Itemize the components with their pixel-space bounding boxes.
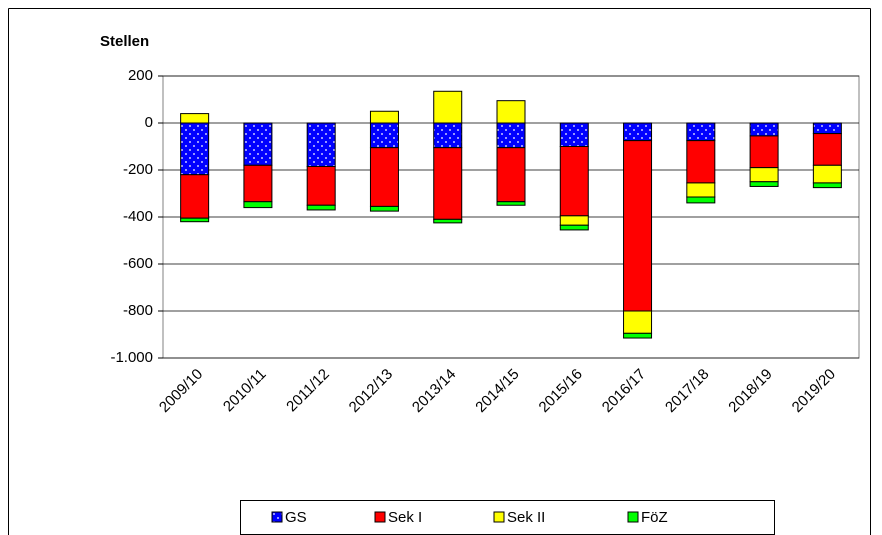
- bar-segment: [243, 201, 273, 209]
- bar-segment: [369, 110, 399, 124]
- x-tick-label: 2019/20: [789, 366, 839, 416]
- x-tick-label: 2012/13: [346, 366, 396, 416]
- x-tick-label: 2018/19: [725, 366, 775, 416]
- x-tick-label: 2014/15: [472, 366, 522, 416]
- y-tick-label: -800: [123, 302, 153, 319]
- bar-segment: [559, 215, 589, 226]
- bar-segment: [243, 164, 273, 203]
- x-tick-label: 2013/14: [409, 366, 459, 416]
- bar-segment: [749, 122, 779, 137]
- y-tick-label: -1.000: [110, 349, 153, 366]
- legend-swatch: [374, 511, 386, 523]
- x-tick-label: 2017/18: [662, 366, 712, 416]
- bar-segment: [559, 122, 589, 147]
- y-tick-label: 0: [145, 114, 153, 131]
- bar-segment: [686, 196, 716, 204]
- bar-segment: [559, 146, 589, 217]
- bar-segment: [180, 217, 210, 223]
- bar-segment: [369, 147, 399, 207]
- bar-segment: [812, 122, 842, 135]
- x-tick-label: 2016/17: [599, 366, 649, 416]
- bar-segment: [749, 135, 779, 169]
- legend-swatch: [493, 511, 505, 523]
- bar-segment: [686, 140, 716, 184]
- legend-label: Sek II: [507, 509, 545, 526]
- bar-segment: [306, 122, 336, 167]
- bar-segment: [496, 100, 526, 124]
- legend-label: FöZ: [641, 509, 668, 526]
- bar-segment: [180, 113, 210, 124]
- bar-segment: [180, 122, 210, 176]
- bar-segment: [623, 140, 653, 312]
- bar-segment: [369, 122, 399, 149]
- bar-segment: [749, 167, 779, 183]
- y-axis-title: Stellen: [100, 33, 149, 50]
- bar-segment: [812, 164, 842, 184]
- bar-segment: [369, 205, 399, 212]
- legend-label: GS: [285, 509, 307, 526]
- bar-segment: [812, 182, 842, 189]
- bar-segment: [433, 90, 463, 124]
- legend-label: Sek I: [388, 509, 422, 526]
- bar-segment: [559, 224, 589, 231]
- bar-segment: [623, 332, 653, 339]
- bar-segment: [496, 147, 526, 203]
- bar-segment: [433, 147, 463, 220]
- x-tick-label: 2009/10: [156, 366, 206, 416]
- bar-segment: [623, 310, 653, 334]
- bar-segment: [180, 174, 210, 219]
- bar-segment: [306, 204, 336, 211]
- bar-segment: [686, 122, 716, 142]
- legend-swatch: [271, 511, 283, 523]
- bar-segment: [243, 122, 273, 166]
- bar-segment: [306, 165, 336, 206]
- y-tick-label: 200: [128, 67, 153, 84]
- y-tick-label: -200: [123, 161, 153, 178]
- y-tick-label: -400: [123, 208, 153, 225]
- legend-swatch: [627, 511, 639, 523]
- bar-segment: [686, 182, 716, 198]
- x-tick-label: 2011/12: [283, 366, 333, 416]
- bar-segment: [812, 133, 842, 166]
- bar-segment: [496, 122, 526, 149]
- bar-segment: [623, 122, 653, 142]
- bar-segment: [749, 181, 779, 187]
- legend: [240, 500, 775, 535]
- bar-segment: [433, 218, 463, 224]
- y-tick-label: -600: [123, 255, 153, 272]
- bar-segment: [433, 122, 463, 149]
- bar-segment: [496, 201, 526, 206]
- x-tick-label: 2015/16: [536, 366, 586, 416]
- x-tick-label: 2010/11: [220, 366, 270, 416]
